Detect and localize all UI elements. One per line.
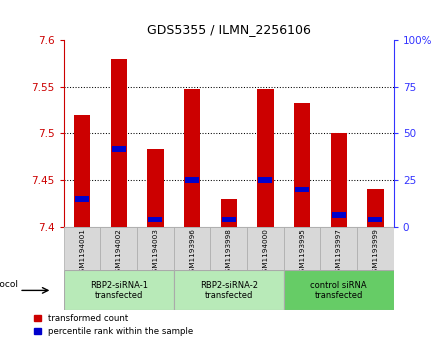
Bar [174,270,284,310]
Bar [220,199,237,227]
Bar [64,270,174,310]
Text: GSM1194000: GSM1194000 [263,229,268,277]
Bar [148,217,162,222]
Text: protocol: protocol [0,280,18,289]
Text: GSM1193996: GSM1193996 [189,229,195,277]
Bar [257,89,274,227]
Bar [222,217,236,222]
Bar [184,89,200,227]
Text: RBP2-siRNA-1
transfected: RBP2-siRNA-1 transfected [90,281,148,300]
Bar [357,227,394,270]
Bar [332,212,346,217]
Bar [74,115,90,227]
Legend: transformed count, percentile rank within the sample: transformed count, percentile rank withi… [30,310,197,339]
Bar [112,147,126,152]
Bar [185,178,199,183]
Bar [330,133,347,227]
Text: GSM1194003: GSM1194003 [153,229,158,277]
Bar [294,103,310,227]
Bar [110,58,127,227]
Bar [64,227,100,270]
Bar [137,227,174,270]
Text: GSM1193997: GSM1193997 [336,229,342,277]
Bar [368,217,382,222]
Text: control siRNA
transfected: control siRNA transfected [311,281,367,300]
Text: GSM1194001: GSM1194001 [79,229,85,277]
Bar [258,178,272,183]
Bar [320,227,357,270]
Text: GSM1193998: GSM1193998 [226,229,232,277]
Text: RBP2-siRNA-2
transfected: RBP2-siRNA-2 transfected [200,281,258,300]
Bar [295,187,309,192]
Bar [174,227,210,270]
Title: GDS5355 / ILMN_2256106: GDS5355 / ILMN_2256106 [147,23,311,36]
Bar [100,227,137,270]
Bar [210,227,247,270]
Bar [284,270,394,310]
Text: GSM1194002: GSM1194002 [116,229,122,277]
Bar [367,189,384,227]
Bar [147,149,164,227]
Bar [284,227,320,270]
Bar [247,227,284,270]
Text: GSM1193999: GSM1193999 [373,229,378,277]
Text: GSM1193995: GSM1193995 [299,229,305,277]
Bar [75,196,89,201]
